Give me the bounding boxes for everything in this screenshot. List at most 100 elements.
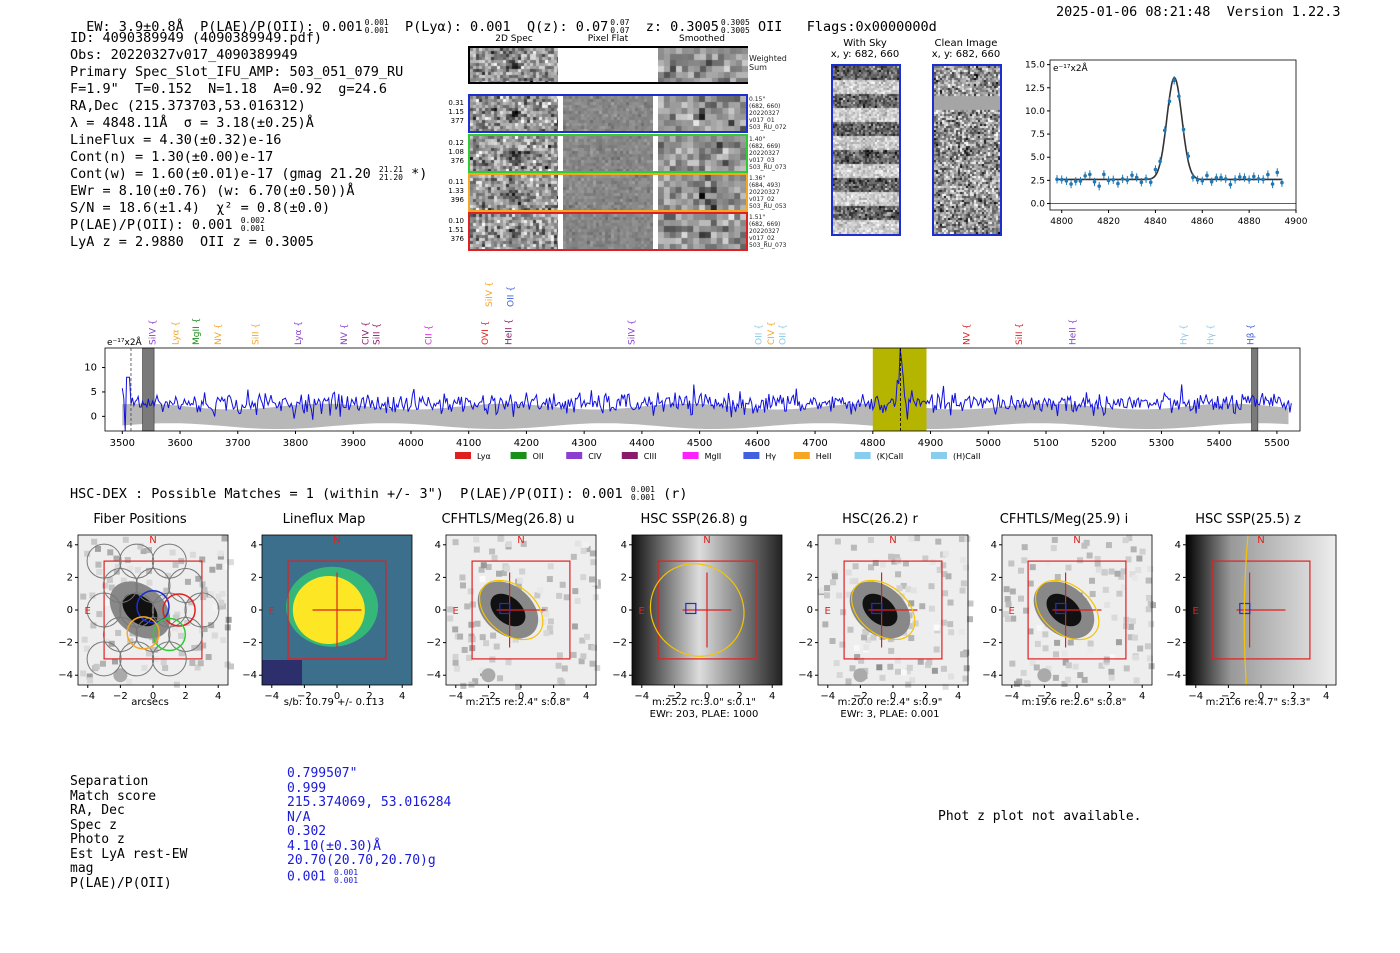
image-noise-pixel — [908, 600, 915, 607]
image-noise-pixel — [852, 563, 859, 570]
image-noise-pixel — [164, 572, 171, 579]
fit-data-point — [1088, 172, 1092, 177]
fit-data-point — [1125, 178, 1130, 182]
fit-data-point — [1144, 176, 1148, 181]
east-label: E — [1193, 606, 1199, 617]
spectrum-y-tick-label: 5 — [91, 387, 97, 398]
cutout-2dspec — [470, 175, 558, 210]
image-noise-pixel — [1004, 596, 1011, 603]
image-panel-plot: N E −4 −4 −2 −2 0 0 2 2 4 4 — [426, 534, 601, 702]
image-noise-pixel — [1023, 607, 1030, 614]
north-label: N — [517, 535, 524, 546]
spectrum-x-tick-label: 4700 — [802, 438, 827, 449]
image-x-tick-label: −4 — [1188, 691, 1203, 702]
fit-data-point — [1195, 178, 1200, 182]
image-noise-pixel — [1086, 552, 1093, 559]
fiber-red — [162, 593, 196, 627]
image-noise-pixel — [861, 634, 868, 641]
fiber-circle — [184, 592, 220, 628]
fit-data-point — [1233, 177, 1237, 182]
image-y-tick-label: −4 — [798, 670, 813, 681]
image-noise-pixel — [466, 654, 473, 661]
fiber-circle — [86, 641, 122, 677]
image-noise-pixel — [1020, 669, 1027, 676]
image-panel-title: HSC(26.2) r — [842, 512, 918, 527]
image-noise-pixel — [106, 577, 113, 584]
header-plae-sup: 0.001 — [364, 18, 389, 27]
image-noise-pixel — [227, 559, 234, 566]
fit-data-point — [1186, 154, 1191, 158]
image-noise-pixel — [200, 594, 207, 601]
image-noise-pixel — [1042, 631, 1049, 638]
image-noise-pixel — [90, 622, 97, 629]
north-label: N — [889, 535, 896, 546]
image-y-tick-label: −2 — [798, 638, 813, 649]
legend-label: MgII — [705, 452, 722, 461]
spectrum-y-axis-label: e⁻¹⁷x2Å — [107, 336, 143, 348]
image-noise-pixel — [547, 618, 554, 625]
image-panel-subtitle: m:20.0 re:2.4" s:0.9" — [837, 697, 943, 708]
image-noise-pixel — [218, 599, 225, 606]
spectrum-x-tick-label: 4400 — [629, 438, 654, 449]
aperture-box — [1211, 560, 1311, 660]
match-value-separation: 0.799507" — [287, 766, 358, 781]
image-noise-pixel — [590, 559, 597, 566]
cutout-smoothed — [658, 96, 746, 131]
image-noise-pixel — [1123, 665, 1130, 672]
info-contn: Cont(n) = 1.30(±0.00)e-17 — [70, 149, 274, 165]
info-plae-row: P(LAE)/P(OII): 0.001 0.002 0.001 — [70, 217, 427, 234]
cutout-row-left-label: 0.11 1.33 396 — [448, 178, 464, 204]
header-z-sup: 0.3005 — [720, 18, 750, 27]
image-panel: CFHTLS/Meg(26.8) u N E −4 −4 −2 −2 0 0 2 2 4 4 m:21.5… — [418, 512, 608, 727]
legend-swatch — [931, 452, 947, 459]
image-noise-pixel — [93, 663, 100, 670]
image-noise-pixel — [572, 588, 579, 595]
image-y-tick-label: 2 — [991, 572, 997, 583]
fit-data-point — [1223, 177, 1228, 181]
image-noise-pixel — [493, 643, 500, 650]
image-noise-pixel — [473, 536, 480, 543]
fit-data-point — [1055, 177, 1059, 182]
fiber-circle — [135, 616, 171, 652]
image-noise-pixel — [1104, 601, 1111, 608]
image-noise-pixel — [461, 646, 468, 653]
image-noise-pixel — [894, 668, 901, 675]
image-panel-subtitle-2: EWr: 3, PLAE: 0.001 — [840, 709, 940, 720]
image-noise-pixel — [967, 600, 974, 607]
image-noise-pixel — [1065, 564, 1072, 571]
legend-swatch — [743, 452, 760, 459]
header-version: Version 1.22.3 — [1226, 4, 1341, 20]
cutout-smoothed — [658, 214, 746, 249]
image-noise-pixel — [1061, 680, 1068, 687]
image-noise-pixel — [504, 565, 511, 572]
clean-image-xy: x, y: 682, 660 — [931, 49, 1001, 60]
image-noise-pixel — [1129, 571, 1136, 578]
image-noise-pixel — [534, 592, 541, 599]
image-noise-pixel — [137, 543, 144, 550]
north-label: N — [333, 535, 340, 546]
match-plae-sup: 0.001 — [333, 867, 359, 877]
image-noise-pixel — [1094, 560, 1101, 567]
image-panel-subtitle: m:25.2 rc:3.0" s:0.1" — [651, 697, 757, 708]
image-noise-pixel — [863, 644, 870, 651]
image-noise-pixel — [86, 673, 93, 680]
east-label: E — [1009, 606, 1015, 617]
spectral-line-label: SiIV { — [627, 319, 637, 345]
hsc-header: HSC-DEX : Possible Matches = 1 (within +… — [70, 486, 687, 503]
image-noise-pixel — [561, 665, 568, 672]
image-y-tick-label: 4 — [1175, 540, 1181, 551]
match-value-mag: 20.70(20.70,20.70)g — [287, 853, 436, 868]
image-noise-pixel — [94, 545, 101, 552]
image-x-tick-label: 4 — [1323, 691, 1329, 702]
image-noise-pixel — [469, 601, 476, 608]
aperture-ellipse — [851, 579, 916, 641]
image-noise-pixel — [555, 662, 562, 669]
fit-y-tick-label: 5.0 — [1031, 153, 1046, 163]
image-noise-pixel — [468, 621, 475, 628]
image-noise-pixel — [141, 664, 148, 671]
image-noise-pixel — [111, 658, 118, 665]
fit-data-point — [1153, 167, 1158, 172]
image-noise-pixel — [571, 623, 578, 630]
image-noise-pixel — [590, 644, 597, 651]
image-noise-pixel — [947, 621, 954, 628]
